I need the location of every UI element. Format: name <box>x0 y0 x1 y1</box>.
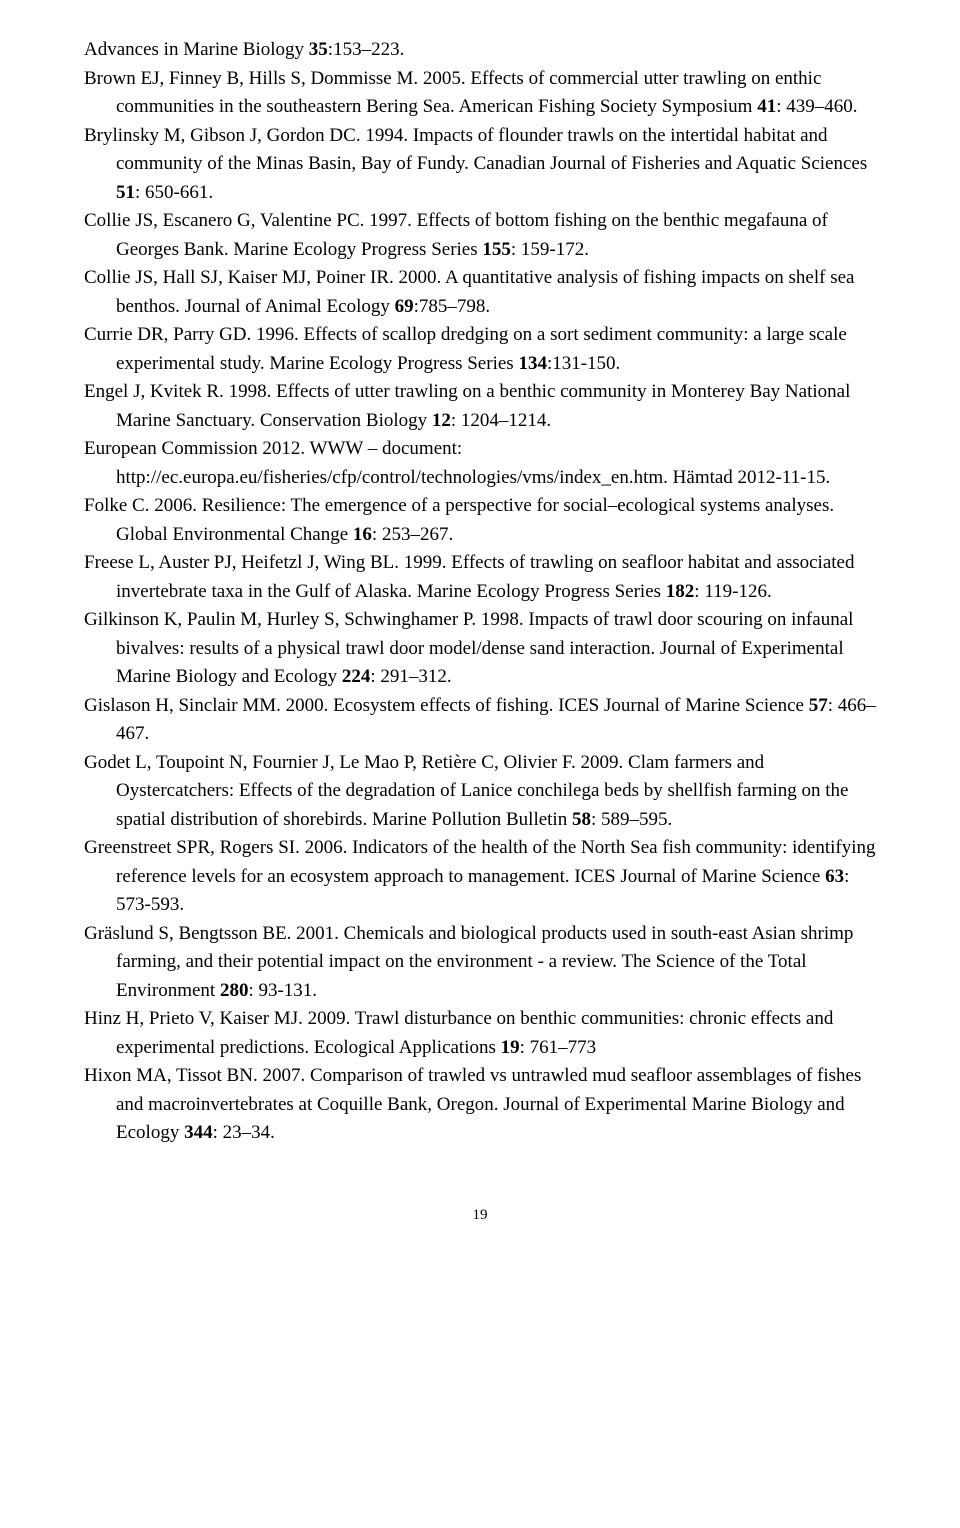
page-number: 19 <box>84 1204 876 1227</box>
reference-volume: 155 <box>482 239 511 260</box>
reference-volume: 280 <box>220 980 249 1001</box>
reference-volume: 35 <box>309 39 328 60</box>
reference-item: Hixon MA, Tissot BN. 2007. Comparison of… <box>84 1062 876 1148</box>
reference-text: Collie JS, Escanero G, Valentine PC. 199… <box>84 210 828 260</box>
reference-item: Gräslund S, Bengtsson BE. 2001. Chemical… <box>84 920 876 1006</box>
reference-prefix: Advances in Marine Biology <box>84 39 309 60</box>
reference-item: Gilkinson K, Paulin M, Hurley S, Schwing… <box>84 606 876 692</box>
reference-volume: 344 <box>184 1122 213 1143</box>
reference-volume: 12 <box>432 410 451 431</box>
reference-volume: 69 <box>395 296 414 317</box>
reference-item: Engel J, Kvitek R. 1998. Effects of utte… <box>84 378 876 435</box>
references-container: Advances in Marine Biology 35:153–223. B… <box>84 36 876 1148</box>
reference-item: Greenstreet SPR, Rogers SI. 2006. Indica… <box>84 834 876 920</box>
reference-text: Gilkinson K, Paulin M, Hurley S, Schwing… <box>84 609 853 687</box>
reference-item: Collie JS, Escanero G, Valentine PC. 199… <box>84 207 876 264</box>
reference-volume: 51 <box>116 182 135 203</box>
reference-volume: 134 <box>518 353 547 374</box>
reference-suffix: : 439–460. <box>776 96 857 117</box>
reference-volume: 19 <box>501 1037 520 1058</box>
reference-item: Godet L, Toupoint N, Fournier J, Le Mao … <box>84 749 876 835</box>
reference-item: Freese L, Auster PJ, Heifetzl J, Wing BL… <box>84 549 876 606</box>
reference-item: Brylinsky M, Gibson J, Gordon DC. 1994. … <box>84 122 876 208</box>
reference-text: Godet L, Toupoint N, Fournier J, Le Mao … <box>84 752 848 830</box>
reference-volume: 16 <box>353 524 372 545</box>
reference-text: Greenstreet SPR, Rogers SI. 2006. Indica… <box>84 837 876 887</box>
reference-suffix: : 650-661. <box>135 182 213 203</box>
reference-suffix: : 589–595. <box>591 809 672 830</box>
reference-text: Currie DR, Parry GD. 1996. Effects of sc… <box>84 324 847 374</box>
reference-item: Folke C. 2006. Resilience: The emergence… <box>84 492 876 549</box>
reference-volume: 57 <box>809 695 828 716</box>
reference-item: Hinz H, Prieto V, Kaiser MJ. 2009. Trawl… <box>84 1005 876 1062</box>
reference-text: Hinz H, Prieto V, Kaiser MJ. 2009. Trawl… <box>84 1008 833 1058</box>
reference-suffix: : 291–312. <box>370 666 451 687</box>
reference-item: Brown EJ, Finney B, Hills S, Dommisse M.… <box>84 65 876 122</box>
reference-item: Advances in Marine Biology 35:153–223. <box>84 36 876 65</box>
reference-suffix: : 159-172. <box>511 239 589 260</box>
reference-item: Currie DR, Parry GD. 1996. Effects of sc… <box>84 321 876 378</box>
reference-volume: 58 <box>572 809 591 830</box>
reference-text: Gislason H, Sinclair MM. 2000. Ecosystem… <box>84 695 809 716</box>
reference-suffix: : 119-126. <box>694 581 771 602</box>
reference-suffix: :785–798. <box>414 296 491 317</box>
reference-text: European Commission 2012. WWW – document… <box>84 438 830 488</box>
reference-item: Collie JS, Hall SJ, Kaiser MJ, Poiner IR… <box>84 264 876 321</box>
reference-text: Brown EJ, Finney B, Hills S, Dommisse M.… <box>84 68 821 118</box>
reference-volume: 224 <box>342 666 371 687</box>
reference-item: Gislason H, Sinclair MM. 2000. Ecosystem… <box>84 692 876 749</box>
reference-text: Folke C. 2006. Resilience: The emergence… <box>84 495 834 545</box>
reference-suffix: :153–223. <box>328 39 405 60</box>
reference-suffix: : 761–773 <box>520 1037 597 1058</box>
reference-text: Brylinsky M, Gibson J, Gordon DC. 1994. … <box>84 125 867 175</box>
reference-suffix: : 1204–1214. <box>451 410 551 431</box>
reference-suffix: : 93-131. <box>248 980 317 1001</box>
reference-volume: 41 <box>757 96 776 117</box>
reference-item: European Commission 2012. WWW – document… <box>84 435 876 492</box>
reference-suffix: :131-150. <box>547 353 620 374</box>
reference-text: Gräslund S, Bengtsson BE. 2001. Chemical… <box>84 923 853 1001</box>
reference-suffix: : 23–34. <box>213 1122 275 1143</box>
reference-suffix: : 253–267. <box>372 524 453 545</box>
reference-volume: 63 <box>825 866 844 887</box>
reference-volume: 182 <box>666 581 695 602</box>
